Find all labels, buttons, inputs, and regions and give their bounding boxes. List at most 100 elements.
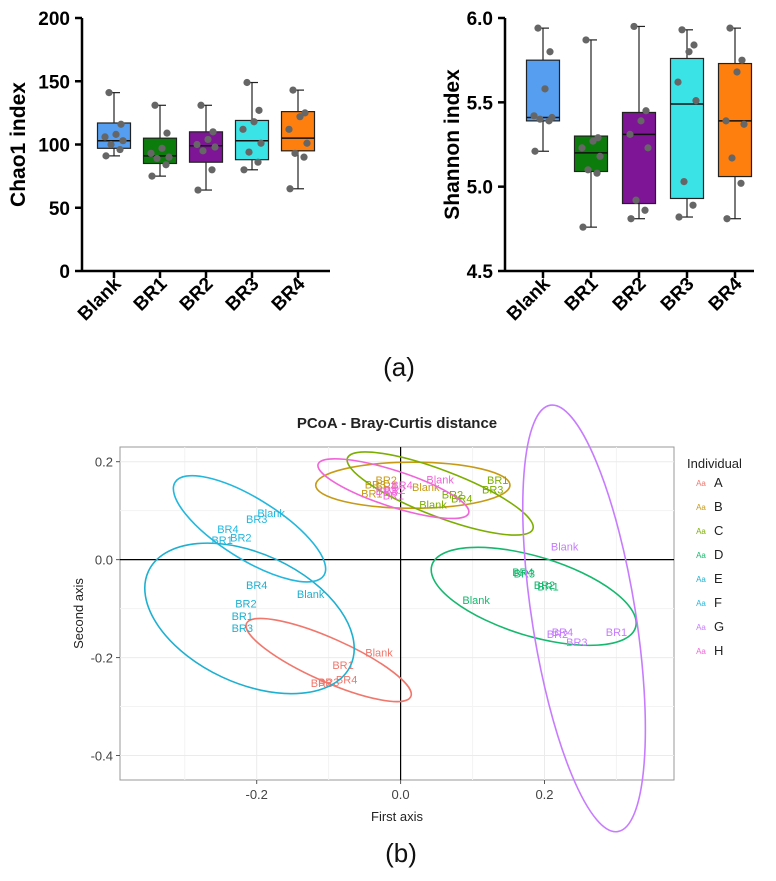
- point-label: BR4: [451, 493, 472, 505]
- data-point: [208, 166, 216, 174]
- legend-key-glyph: Aa: [696, 551, 706, 560]
- legend-key-glyph: Aa: [696, 623, 706, 632]
- data-point: [737, 179, 745, 187]
- y-tick-label: -0.2: [91, 651, 113, 666]
- x-tick-label: BR3: [657, 274, 699, 316]
- caption-b: (b): [385, 838, 417, 868]
- box-br2: [621, 111, 657, 205]
- point-label: BR3: [318, 677, 339, 689]
- x-tick-label: BR2: [176, 274, 218, 316]
- x-axis-title: First axis: [371, 809, 424, 824]
- data-point: [107, 140, 115, 149]
- y-tick-label: 0.0: [95, 553, 113, 568]
- point-label: BR1: [537, 582, 558, 594]
- data-point: [148, 172, 156, 180]
- ellipse-group-f: [172, 474, 327, 583]
- legend-item-a: A: [714, 475, 723, 490]
- ellipse-group-b: [314, 461, 511, 510]
- y-tick-label: 4.5: [467, 262, 494, 283]
- y-tick-label: 5.0: [467, 178, 493, 199]
- shannon-boxplot: 4.5 5.0 5.5 6.0 Shannon index Blank BR1 BR2 BR3 B…: [441, 9, 754, 325]
- caption-a: (a): [383, 352, 415, 382]
- point-label: BR2: [376, 475, 397, 487]
- pcoa-plot: PCoA - Bray-Curtis distance -0.2 0.0 0.2 -0.…: [71, 404, 742, 833]
- point-label: BR2: [235, 599, 256, 611]
- data-point: [690, 41, 698, 49]
- y-tick-label: 150: [38, 72, 70, 93]
- data-point: [296, 113, 304, 121]
- y-tick-label: 5.5: [467, 93, 494, 114]
- point-label: BR2: [230, 533, 251, 545]
- data-point: [117, 120, 125, 128]
- data-point: [642, 107, 650, 115]
- x-tick-label: 0.2: [535, 787, 553, 802]
- ellipse-group-a: [245, 617, 413, 703]
- data-point: [245, 148, 253, 156]
- y-tick-label: -0.4: [91, 749, 113, 764]
- data-point: [675, 213, 683, 221]
- legend-item-f: F: [714, 595, 722, 610]
- data-point: [534, 24, 542, 32]
- x-tick-label: Blank: [503, 273, 555, 325]
- data-point: [158, 144, 166, 152]
- data-point: [151, 101, 159, 109]
- data-point: [536, 115, 544, 123]
- data-point: [194, 186, 202, 194]
- data-point: [147, 149, 155, 157]
- data-point: [546, 48, 554, 56]
- data-point: [627, 215, 635, 223]
- data-point: [250, 118, 258, 126]
- data-point: [301, 109, 309, 117]
- data-point: [165, 153, 173, 161]
- ellipse-group-c: [346, 451, 535, 536]
- point-label: Blank: [365, 648, 393, 660]
- data-point: [530, 112, 538, 120]
- data-point: [626, 130, 634, 138]
- point-label: BR4: [391, 480, 412, 492]
- data-point: [726, 24, 734, 32]
- data-point: [637, 117, 645, 125]
- data-point: [162, 161, 170, 169]
- point-label: BR3: [376, 486, 397, 498]
- data-point: [579, 223, 587, 231]
- x-tick-label: 0.0: [392, 787, 410, 802]
- legend-key-glyph: Aa: [696, 527, 706, 536]
- data-point: [728, 154, 736, 162]
- data-point: [102, 152, 110, 160]
- point-label: BR3: [365, 480, 386, 492]
- data-point: [300, 153, 308, 161]
- data-point: [733, 68, 741, 76]
- box-br3: [669, 57, 705, 200]
- legend-item-e: E: [714, 571, 723, 586]
- point-label: BR3: [514, 568, 535, 580]
- data-point: [596, 152, 604, 160]
- data-point: [722, 117, 730, 125]
- data-point: [286, 185, 294, 193]
- legend-key-glyph: Aa: [696, 479, 706, 488]
- point-label: BR4: [246, 580, 267, 592]
- point-label: BR1: [487, 475, 508, 487]
- chao1-boxplot: 0 50 100 150 200 Chao1 index Blank BR1 BR2 BR3 BR4: [7, 9, 330, 325]
- data-point: [211, 143, 219, 151]
- point-label: BR4: [376, 481, 397, 493]
- point-label: Blank: [462, 595, 490, 607]
- data-point: [285, 125, 293, 133]
- data-point: [255, 106, 263, 114]
- data-point: [531, 147, 539, 155]
- data-point: [548, 113, 556, 122]
- data-point: [257, 139, 265, 147]
- data-point: [197, 101, 205, 109]
- data-point: [204, 135, 212, 144]
- data-point: [116, 145, 124, 154]
- point-label: BR3: [232, 623, 253, 635]
- point-label: Blank: [551, 541, 579, 553]
- data-point: [239, 125, 247, 133]
- ellipse-group-h: [317, 457, 470, 520]
- legend-item-c: C: [714, 523, 723, 538]
- data-point: [541, 85, 549, 93]
- data-point: [584, 166, 592, 174]
- legend-item-d: D: [714, 547, 723, 562]
- data-point: [740, 120, 748, 128]
- x-tick-label: BR2: [609, 274, 651, 316]
